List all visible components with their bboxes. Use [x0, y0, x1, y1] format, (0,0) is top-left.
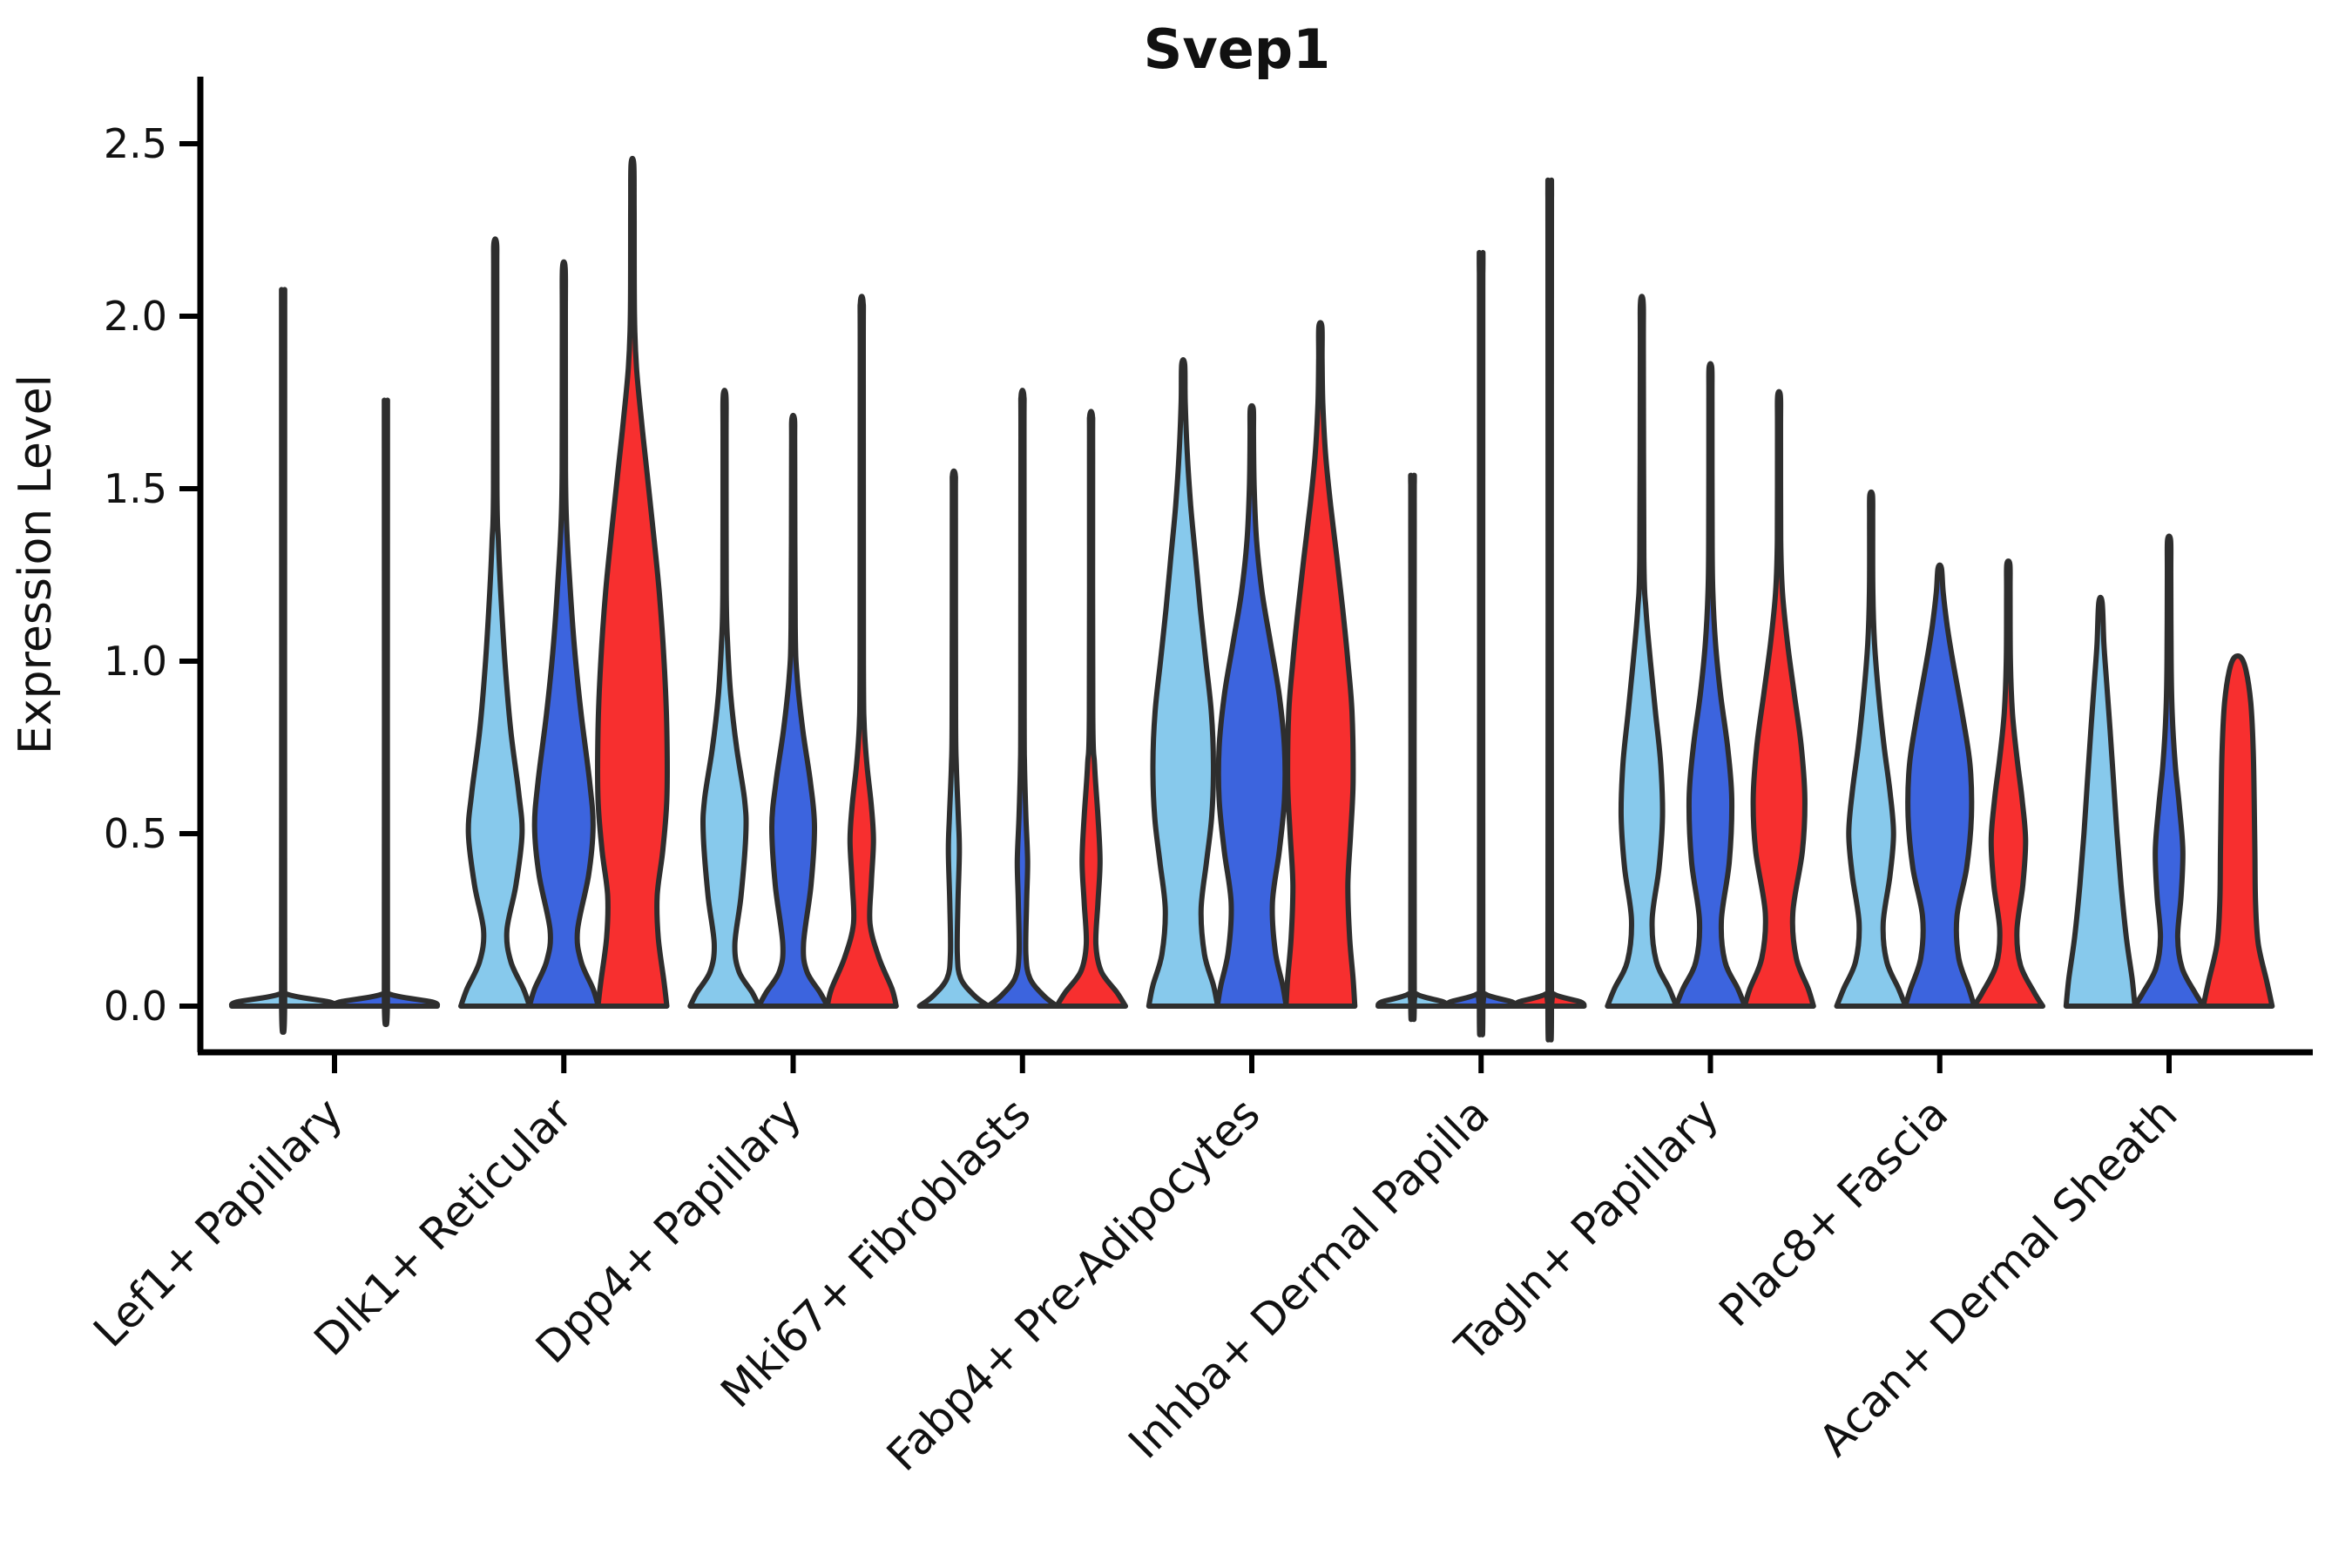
y-tick-label: 2.5	[104, 120, 167, 167]
violin-6-blue	[1673, 361, 1747, 1009]
violin-2-blue	[756, 412, 830, 1009]
violin-8-blue	[2132, 533, 2207, 1009]
y-tick-label: 1.0	[104, 638, 167, 685]
category-label-0: Lef1+ Papillary	[84, 1088, 352, 1356]
violin-1-lightblue	[458, 236, 532, 1009]
violin-7-red	[1971, 558, 2045, 1009]
violin-8-lightblue	[2063, 594, 2138, 1009]
violin-8-red	[2200, 653, 2275, 1009]
violin-3-lightblue	[916, 468, 991, 1009]
y-axis-title: Expression Level	[10, 375, 62, 754]
y-tick-label: 2.0	[104, 293, 167, 340]
y-tick-label: 0.5	[104, 810, 167, 857]
axes-layer	[179, 77, 2313, 1073]
violin-1-blue	[526, 259, 601, 1009]
violin-4-lightblue	[1146, 357, 1220, 1009]
category-label-7: Plac8+ Fascia	[1710, 1088, 1958, 1336]
violin-0-blue	[331, 397, 441, 1027]
violin-7-lightblue	[1834, 489, 1909, 1009]
y-tick-label: 0.0	[104, 983, 167, 1030]
violin-5-lightblue	[1375, 472, 1450, 1023]
violin-5-blue	[1443, 250, 1518, 1037]
violins-layer	[228, 155, 2275, 1043]
violin-2-lightblue	[687, 388, 762, 1009]
y-axis-labels: 0.0 0.5 1.0 1.5 2.0 2.5	[104, 120, 167, 1030]
violin-6-red	[1741, 389, 1816, 1009]
violin-6-lightblue	[1605, 294, 1680, 1009]
violin-0-lightblue	[228, 287, 338, 1035]
y-tick-label: 1.5	[104, 465, 167, 512]
violin-3-red	[1054, 409, 1128, 1009]
violin-2-red	[824, 294, 899, 1009]
violin-1-red	[595, 155, 670, 1009]
chart-title: Svep1	[1144, 17, 1331, 81]
violin-7-blue	[1903, 562, 1977, 1009]
category-label-4: Fabp4+ Pre-Adipocytes	[877, 1088, 1270, 1481]
violin-3-blue	[985, 388, 1060, 1009]
violin-4-blue	[1214, 402, 1289, 1009]
violin-4-red	[1283, 320, 1358, 1009]
violin-5-red	[1512, 177, 1587, 1043]
